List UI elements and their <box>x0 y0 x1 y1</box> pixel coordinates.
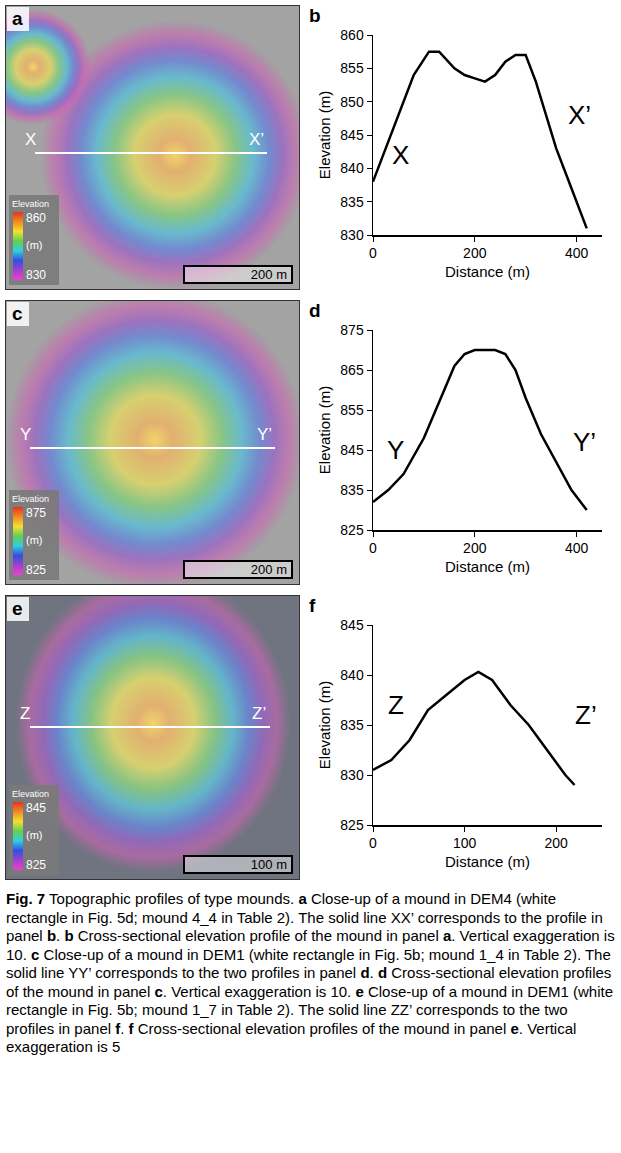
svg-text:845: 845 <box>26 801 46 815</box>
svg-text:a: a <box>12 8 23 29</box>
svg-text:Z: Z <box>388 690 404 720</box>
svg-text:840: 840 <box>340 160 364 176</box>
svg-text:X’: X’ <box>249 130 264 149</box>
svg-text:200: 200 <box>463 245 487 261</box>
html-text:d: d <box>309 300 321 321</box>
svg-text:X: X <box>392 140 409 170</box>
svg-text:400: 400 <box>565 540 589 556</box>
svg-text:875: 875 <box>340 322 364 338</box>
svg-text:X’: X’ <box>568 100 591 130</box>
svg-text:840: 840 <box>340 667 364 683</box>
svg-text:Elevation (m): Elevation (m) <box>316 386 333 474</box>
svg-text:100: 100 <box>453 835 477 851</box>
svg-text:Distance (m): Distance (m) <box>445 263 530 280</box>
svg-text:0: 0 <box>369 540 377 556</box>
svg-text:845: 845 <box>340 442 364 458</box>
svg-text:0: 0 <box>369 245 377 261</box>
svg-text:400: 400 <box>565 245 589 261</box>
svg-text:860: 860 <box>26 211 46 225</box>
svg-text:865: 865 <box>340 362 364 378</box>
svg-text:X: X <box>25 130 36 149</box>
svg-text:200: 200 <box>463 540 487 556</box>
svg-text:825: 825 <box>26 563 46 577</box>
svg-text:(m): (m) <box>26 534 43 546</box>
svg-text:835: 835 <box>340 717 364 733</box>
svg-text:Y: Y <box>20 425 31 444</box>
svg-text:875: 875 <box>26 506 46 520</box>
svg-text:Elevation: Elevation <box>12 494 49 504</box>
svg-text:100 m: 100 m <box>251 857 287 872</box>
svg-text:200: 200 <box>545 835 569 851</box>
svg-text:825: 825 <box>26 858 46 872</box>
svg-text:0: 0 <box>369 835 377 851</box>
svg-text:830: 830 <box>340 227 364 243</box>
svg-text:e: e <box>12 598 23 619</box>
svg-text:Distance (m): Distance (m) <box>445 558 530 575</box>
svg-text:Y’: Y’ <box>257 425 272 444</box>
svg-text:(m): (m) <box>26 239 43 251</box>
svg-text:Elevation: Elevation <box>12 789 49 799</box>
html-text:b: b <box>309 5 321 26</box>
svg-text:200 m: 200 m <box>251 562 287 577</box>
svg-text:Y’: Y’ <box>573 427 596 457</box>
html-text:Fig. 7 Topographic profiles of: Fig. 7 Topographic profiles of type moun… <box>6 890 615 1055</box>
svg-text:855: 855 <box>340 402 364 418</box>
svg-text:845: 845 <box>340 127 364 143</box>
svg-text:c: c <box>12 303 23 324</box>
svg-text:825: 825 <box>340 522 364 538</box>
svg-text:Z’: Z’ <box>575 700 597 730</box>
svg-text:Elevation (m): Elevation (m) <box>316 91 333 179</box>
svg-text:Y: Y <box>387 435 404 465</box>
svg-text:850: 850 <box>340 94 364 110</box>
svg-text:835: 835 <box>340 482 364 498</box>
svg-text:860: 860 <box>340 27 364 43</box>
svg-text:Elevation: Elevation <box>12 199 49 209</box>
svg-text:845: 845 <box>340 617 364 633</box>
svg-text:825: 825 <box>340 817 364 833</box>
svg-text:(m): (m) <box>26 829 43 841</box>
html-text:f: f <box>309 595 316 616</box>
svg-text:830: 830 <box>340 767 364 783</box>
svg-text:Elevation (m): Elevation (m) <box>316 681 333 769</box>
svg-text:Distance (m): Distance (m) <box>445 853 530 870</box>
svg-text:830: 830 <box>26 268 46 282</box>
svg-text:200 m: 200 m <box>251 267 287 282</box>
svg-text:Z: Z <box>20 704 30 723</box>
svg-text:835: 835 <box>340 194 364 210</box>
svg-text:855: 855 <box>340 60 364 76</box>
svg-text:Z’: Z’ <box>252 704 266 723</box>
